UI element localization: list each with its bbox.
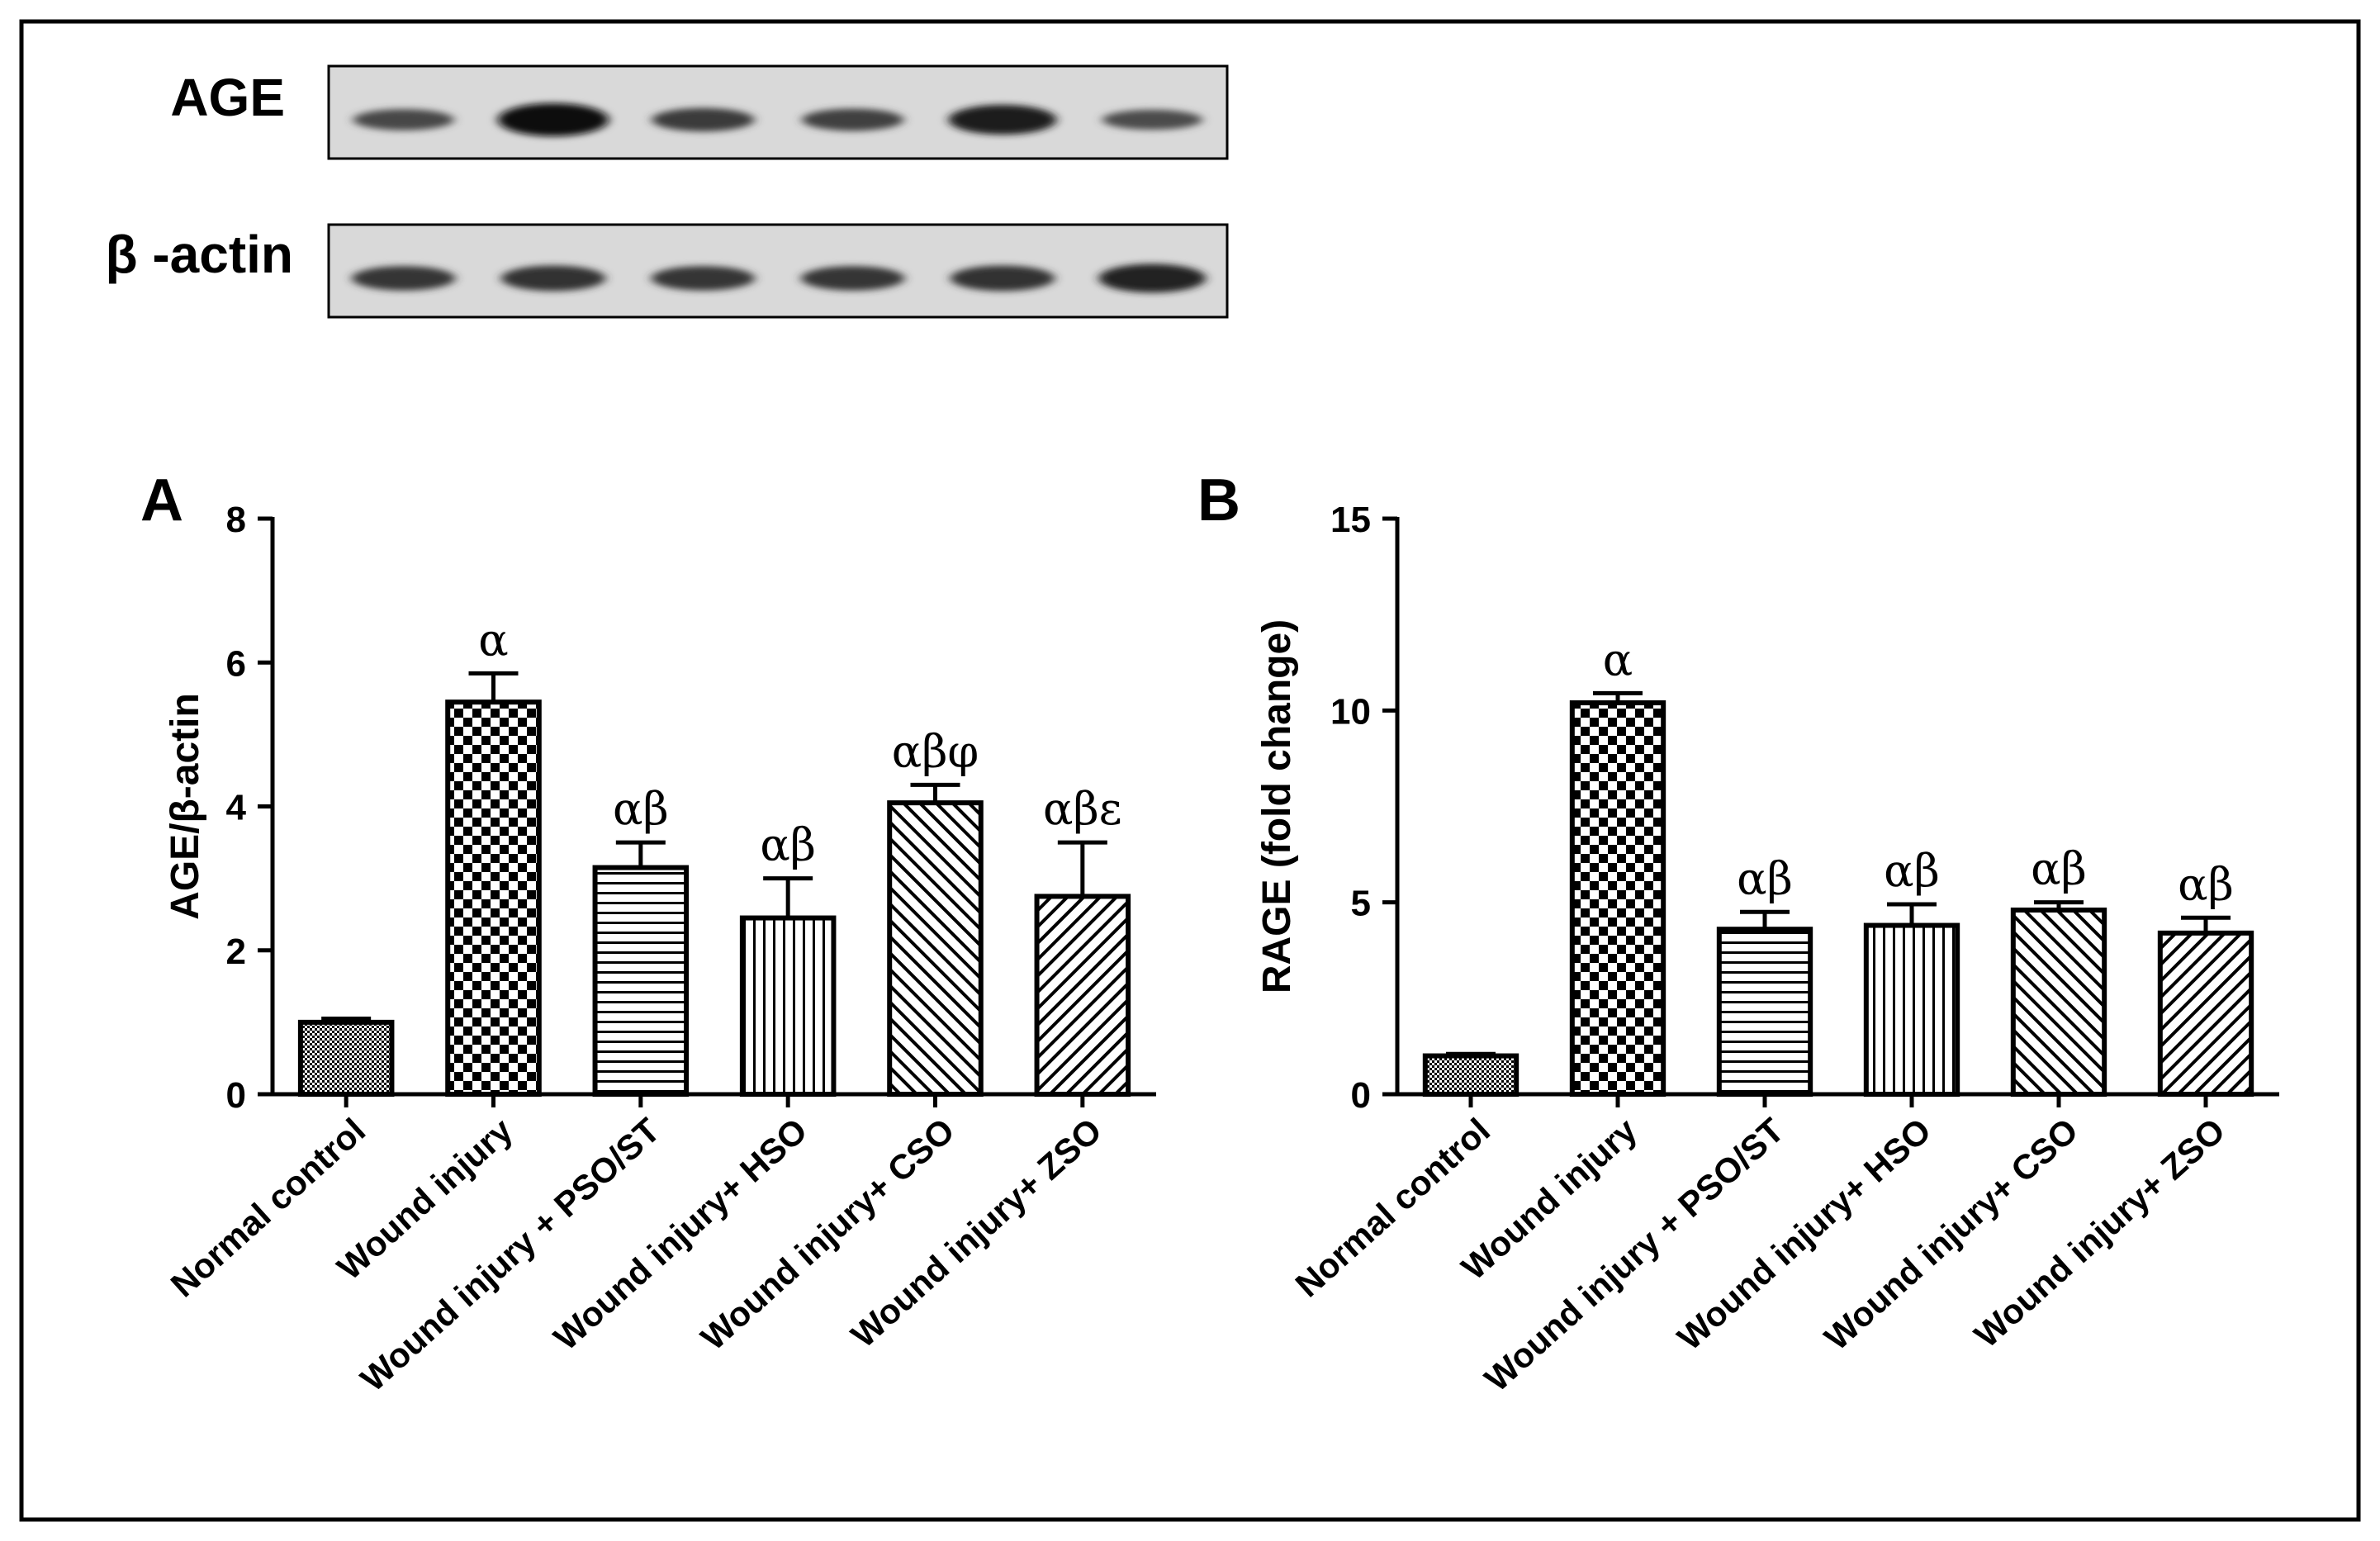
y-axis-title: RAGE (fold change): [1255, 619, 1299, 993]
blot-band: [950, 265, 1055, 292]
bar: [739, 915, 837, 1097]
bar: [887, 800, 984, 1097]
y-tick-label: 2: [226, 932, 246, 972]
bar: [1422, 1053, 1520, 1097]
blot-row: β -actin: [105, 223, 1229, 319]
significance-label: αβε: [1043, 783, 1122, 835]
western-blot: AGE β -actin: [105, 64, 1229, 319]
significance-label: αβφ: [892, 725, 979, 777]
blot-band: [651, 266, 756, 291]
y-tick-label: 5: [1351, 884, 1371, 924]
blot-band: [351, 266, 456, 291]
y-tick-label: 15: [1330, 500, 1371, 540]
blot-band: [500, 265, 606, 292]
bar: [1863, 922, 1960, 1097]
blot-band: [652, 107, 755, 132]
y-tick-label: 4: [226, 788, 247, 828]
bar: [1034, 894, 1131, 1097]
significance-label: αβ: [2031, 843, 2087, 895]
significance-label: αβ: [2178, 858, 2234, 910]
significance-label: α: [1603, 633, 1633, 685]
significance-label: αβ: [760, 819, 816, 871]
bar: [297, 1019, 395, 1097]
blot-band: [802, 108, 904, 131]
bar: [592, 865, 690, 1098]
bar: [1716, 927, 1813, 1098]
panel-letter: A: [140, 467, 183, 533]
bar: [2010, 907, 2107, 1097]
blot-band: [1102, 109, 1202, 130]
y-tick-label: 10: [1330, 691, 1371, 732]
panel-letter: B: [1197, 467, 1240, 533]
y-axis-title: AGE/β-actin: [164, 693, 207, 920]
y-tick-label: 8: [226, 500, 246, 540]
significance-label: αβ: [613, 783, 669, 835]
blot-band: [800, 266, 905, 291]
significance-label: α: [478, 614, 508, 666]
blot-strip: [327, 223, 1229, 319]
y-tick-label: 6: [226, 643, 246, 684]
bar: [2157, 930, 2254, 1097]
bar: [445, 699, 542, 1097]
y-tick-label: 0: [1351, 1075, 1371, 1116]
significance-label: αβ: [1884, 845, 1940, 897]
figure-frame: [19, 19, 2361, 1522]
bar: [1569, 700, 1666, 1097]
blot-band: [353, 109, 454, 130]
blot-band: [948, 104, 1057, 135]
y-tick-label: 0: [226, 1075, 246, 1116]
blot-row: AGE: [170, 64, 1229, 160]
blot-row-label: β -actin: [105, 225, 293, 284]
blot-strip: [327, 64, 1229, 160]
blot-band: [497, 102, 609, 136]
blot-row-label: AGE: [170, 68, 285, 127]
significance-label: αβ: [1737, 852, 1793, 904]
blot-band: [1098, 263, 1207, 293]
